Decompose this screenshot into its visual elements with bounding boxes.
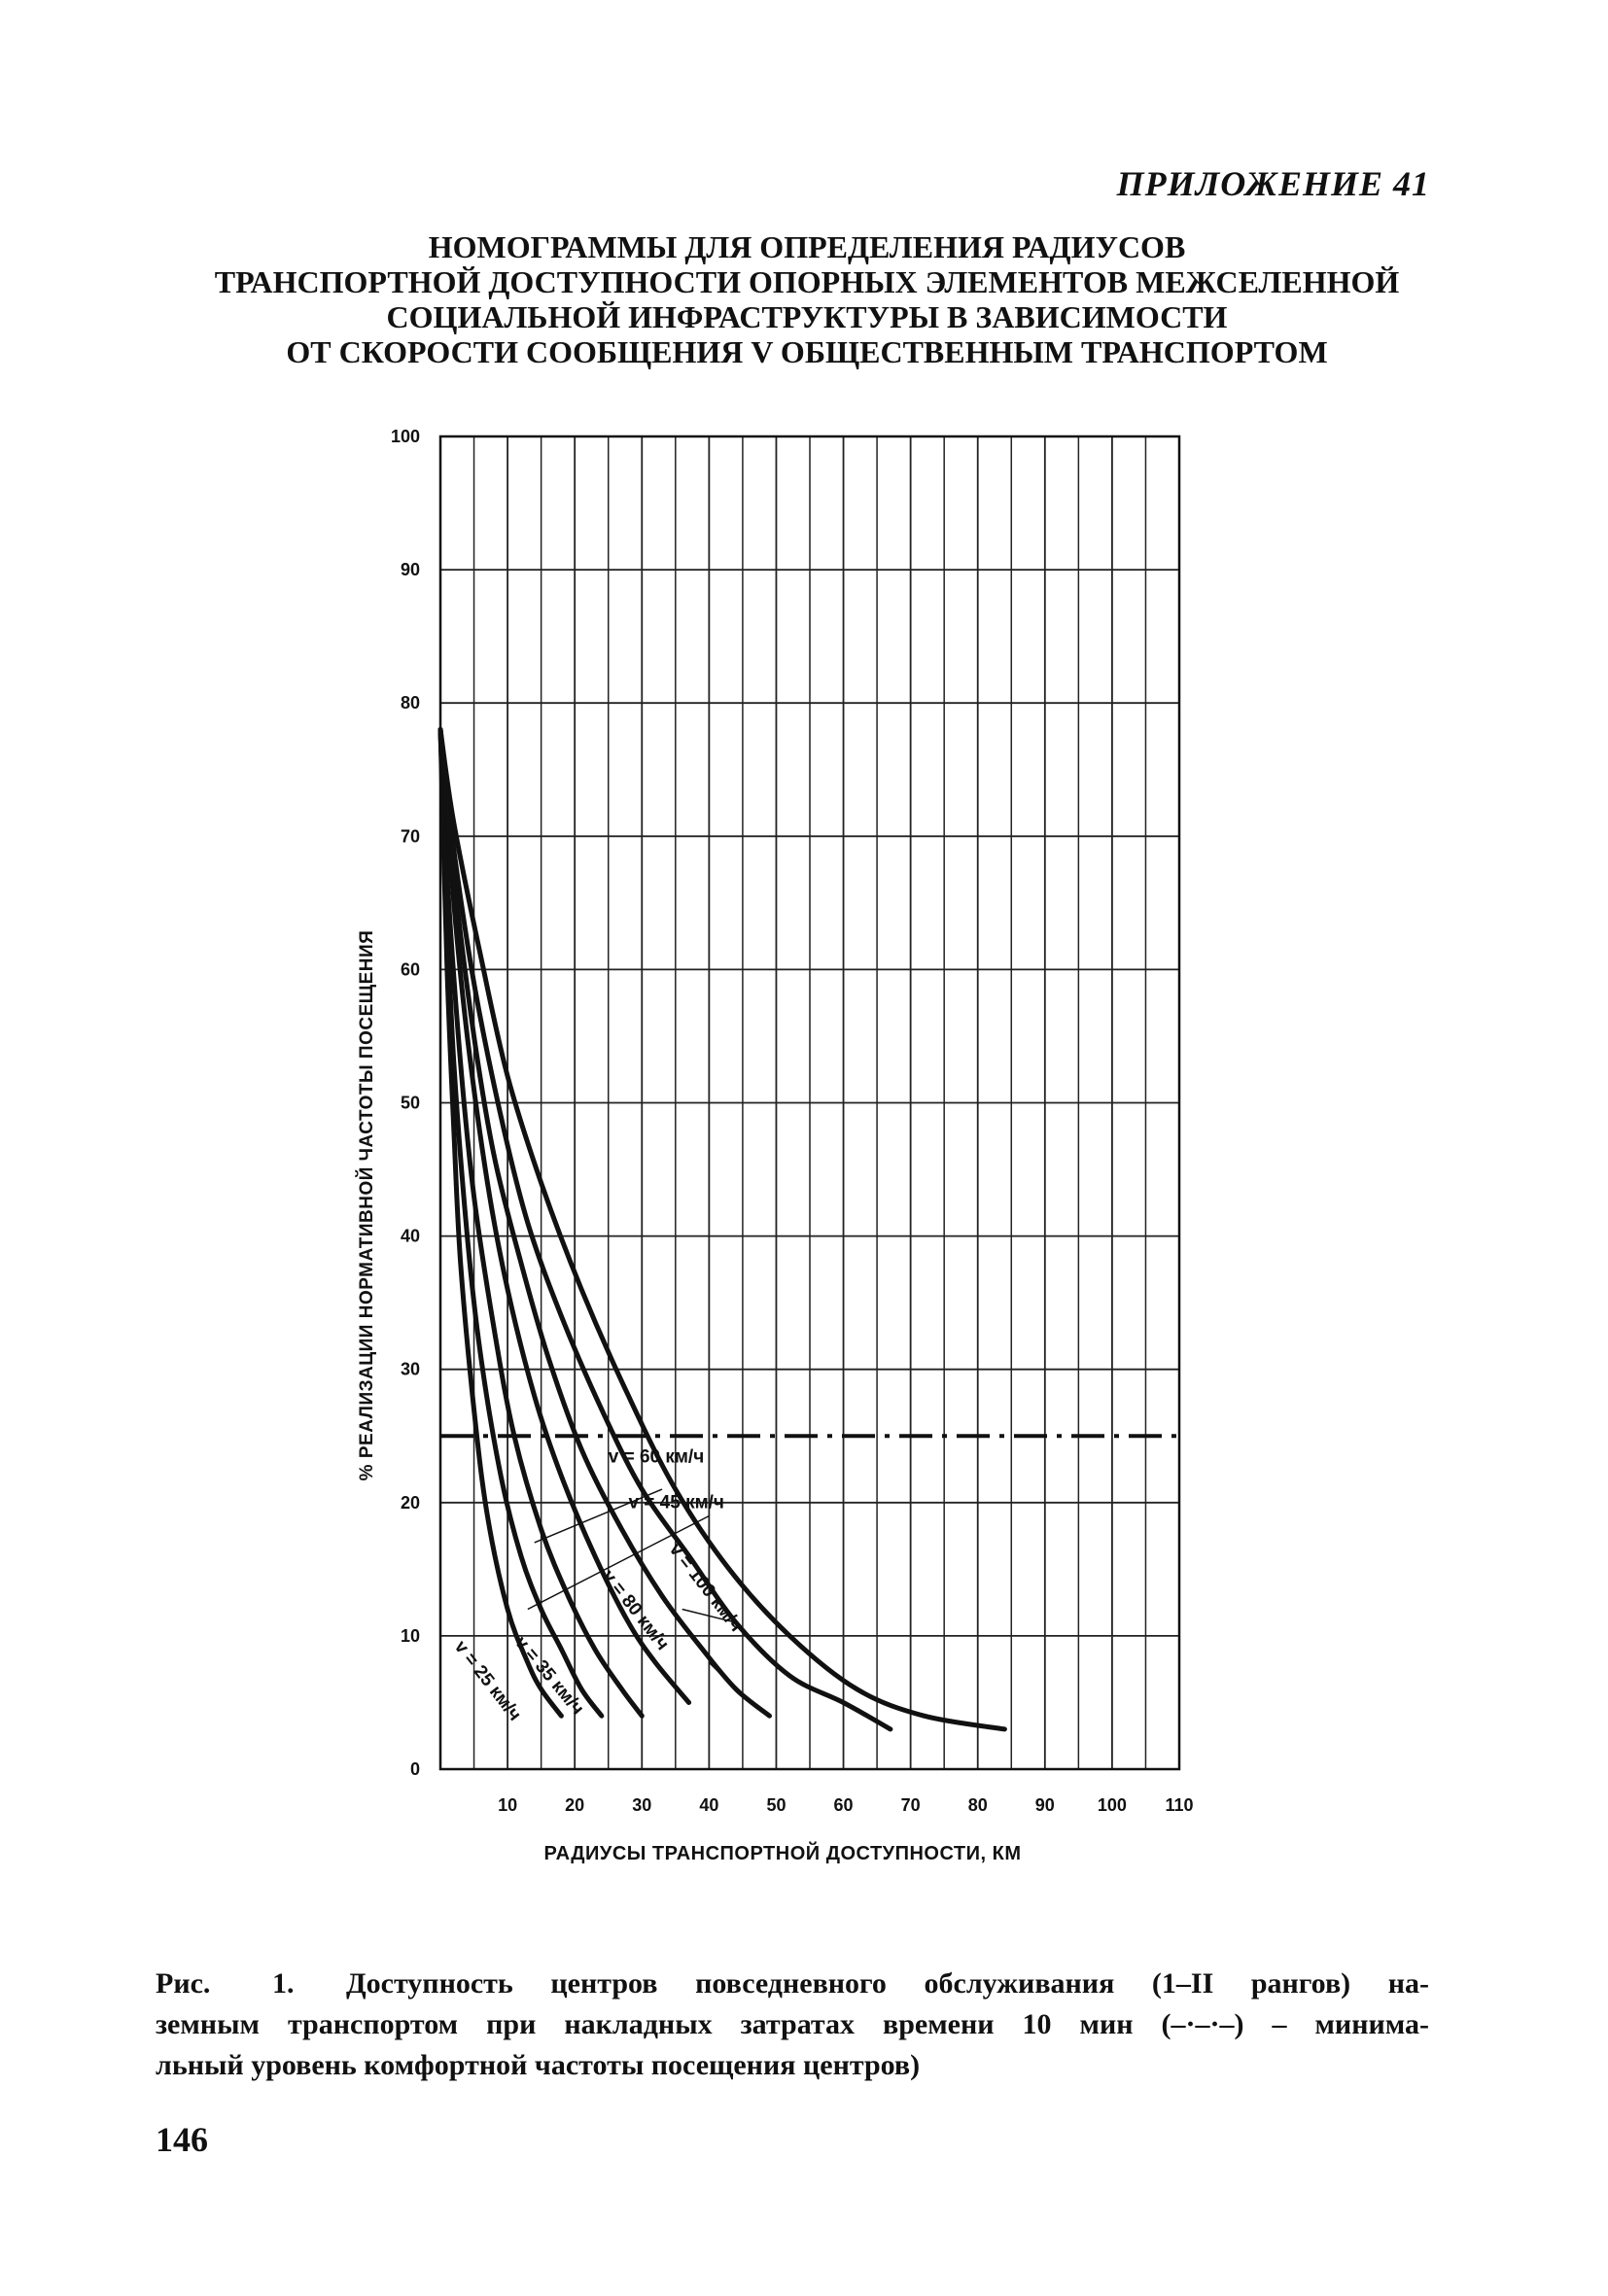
y-tick-label: 90 bbox=[401, 560, 420, 579]
y-tick-label: 80 bbox=[401, 693, 420, 713]
y-tick-label: 60 bbox=[401, 959, 420, 979]
series-line-5 bbox=[437, 727, 772, 1719]
y-tick-label: 30 bbox=[401, 1360, 420, 1379]
series-line-2 bbox=[437, 727, 605, 1719]
y-tick-label: 100 bbox=[391, 427, 420, 446]
label-leader-line bbox=[708, 1661, 723, 1677]
y-tick-label: 40 bbox=[401, 1227, 420, 1246]
caption-line-1: Доступность центров повседневного обслуж… bbox=[346, 1967, 1429, 2000]
curve-label: v = 100 км/ч bbox=[665, 1540, 747, 1636]
label-leader-line bbox=[527, 1514, 710, 1611]
series-line-6 bbox=[437, 727, 893, 1732]
page-number: 146 bbox=[156, 2120, 208, 2159]
x-tick-label: 70 bbox=[901, 1795, 921, 1815]
appendix-label: ПРИЛОЖЕНИЕ 41 bbox=[1116, 164, 1430, 203]
label-leader-line bbox=[534, 1488, 663, 1544]
x-tick-label: 100 bbox=[1098, 1795, 1127, 1815]
curve-label: v = 60 км/ч bbox=[609, 1447, 705, 1468]
y-tick-label: 20 bbox=[401, 1493, 420, 1513]
y-axis-label: % РЕАЛИЗАЦИИ НОРМАТИВНОЙ ЧАСТОТЫ ПОСЕЩЕН… bbox=[357, 929, 377, 1481]
title-line-4: ОТ СКОРОСТИ СООБЩЕНИЯ V ОБЩЕСТВЕННЫМ ТРА… bbox=[286, 334, 1328, 369]
x-tick-label: 10 bbox=[498, 1795, 517, 1815]
x-axis-label: РАДИУСЫ ТРАНСПОРТНОЙ ДОСТУПНОСТИ, КМ bbox=[543, 1843, 1022, 1864]
caption-line-2: земным транспортом при накладных затрата… bbox=[156, 2008, 1429, 2040]
title-line-2: ТРАНСПОРТНОЙ ДОСТУПНОСТИ ОПОРНЫХ ЭЛЕМЕНТ… bbox=[214, 264, 1400, 299]
x-tick-label: 110 bbox=[1165, 1795, 1193, 1815]
x-tick-label: 90 bbox=[1035, 1795, 1055, 1815]
figure-caption: Рис. 1. Доступность центров повседневног… bbox=[156, 1964, 1429, 2086]
label-leader-line bbox=[682, 1608, 737, 1623]
y-tick-label: 50 bbox=[401, 1094, 420, 1113]
plot-frame bbox=[438, 435, 1181, 1771]
x-tick-label: 50 bbox=[766, 1795, 786, 1815]
caption-number: 1. bbox=[272, 1967, 295, 2000]
caption-label: Рис. bbox=[156, 1967, 211, 2000]
curve-label: v = 45 км/ч bbox=[628, 1492, 724, 1513]
x-tick-label: 40 bbox=[699, 1795, 718, 1815]
y-tick-label: 0 bbox=[410, 1759, 420, 1779]
title-line-3: СОЦИАЛЬНОЙ ИНФРАСТРУКТУРЫ В ЗАВИСИМОСТИ bbox=[386, 299, 1228, 334]
x-tick-label: 30 bbox=[632, 1795, 651, 1815]
y-tick-label: 70 bbox=[401, 826, 420, 846]
curve-label: v = 25 км/ч bbox=[450, 1637, 525, 1725]
series-line-3 bbox=[437, 727, 645, 1719]
x-tick-label: 60 bbox=[834, 1795, 854, 1815]
series-line-7 bbox=[437, 727, 1007, 1732]
title-line-1: НОМОГРАММЫ ДЛЯ ОПРЕДЕЛЕНИЯ РАДИУСОВ bbox=[428, 229, 1186, 264]
x-tick-label: 20 bbox=[565, 1795, 584, 1815]
y-tick-label: 10 bbox=[401, 1626, 420, 1646]
caption-line-3: льный уровень комфортной частоты посещен… bbox=[156, 2049, 921, 2081]
series-line-4 bbox=[437, 727, 692, 1705]
x-tick-label: 80 bbox=[968, 1795, 988, 1815]
page-title: НОМОГРАММЫ ДЛЯ ОПРЕДЕЛЕНИЯ РАДИУСОВ ТРАН… bbox=[146, 229, 1468, 369]
